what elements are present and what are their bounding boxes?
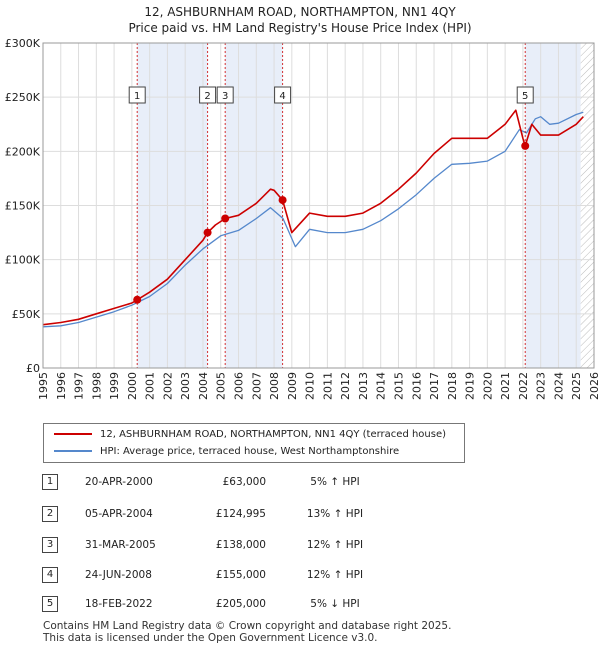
table-row: 3 31-MAR-2005 £138,000 12% ↑ HPI (0, 537, 600, 553)
x-tick-label: 2023 (535, 372, 548, 400)
sale-label-box (216, 86, 234, 104)
x-tick-label: 2004 (197, 372, 210, 400)
x-tick-label: 2006 (233, 372, 246, 400)
transaction-hpi: 13% ↑ HPI (306, 508, 364, 520)
x-tick-label: 2011 (321, 372, 334, 400)
x-tick-label: 2009 (286, 372, 299, 400)
y-tick-label: £0 (26, 362, 40, 375)
chart-title-block: 12, ASHBURNHAM ROAD, NORTHAMPTON, NN1 4Q… (0, 4, 600, 36)
transaction-price: £155,000 (215, 569, 266, 581)
transaction-number: 4 (42, 567, 58, 583)
footer-license: This data is licensed under the Open Gov… (43, 632, 378, 644)
transaction-price: £205,000 (215, 598, 266, 610)
x-tick-label: 2012 (339, 372, 352, 400)
x-tick-label: 2010 (304, 372, 317, 400)
sale-label: 5 (522, 91, 528, 102)
sale-point (203, 228, 212, 237)
series-line-property (42, 109, 584, 326)
table-row: 5 18-FEB-2022 £205,000 5% ↓ HPI (0, 596, 600, 612)
transaction-date: 18-FEB-2022 (85, 598, 153, 610)
legend-item-hpi: HPI: Average price, terraced house, West… (54, 445, 399, 459)
sale-label: 1 (134, 91, 140, 102)
x-tick-label: 2007 (250, 372, 263, 400)
table-row: 4 24-JUN-2008 £155,000 12% ↑ HPI (0, 567, 600, 583)
transaction-date: 31-MAR-2005 (85, 539, 156, 551)
y-tick-label: £250K (5, 91, 41, 104)
sale-point (133, 295, 142, 304)
sale-label-box (128, 86, 146, 104)
transaction-hpi: 5% ↓ HPI (310, 598, 360, 610)
transaction-hpi: 5% ↑ HPI (310, 476, 360, 488)
transaction-number: 1 (42, 474, 58, 490)
footer-copyright: Contains HM Land Registry data © Crown c… (43, 620, 452, 632)
y-tick-label: £100K (5, 254, 41, 267)
y-tick-label: £50K (12, 308, 41, 321)
x-tick-label: 1995 (37, 372, 50, 400)
x-tick-label: 2015 (392, 372, 405, 400)
footer: Contains HM Land Registry data © Crown c… (43, 620, 451, 644)
x-tick-label: 2000 (126, 372, 139, 400)
chart-legend: 12, ASHBURNHAM ROAD, NORTHAMPTON, NN1 4Q… (43, 423, 465, 463)
x-tick-label: 2002 (161, 372, 174, 400)
x-tick-label: 2016 (410, 372, 423, 400)
sale-point (278, 196, 287, 205)
x-tick-label: 2020 (481, 372, 494, 400)
chart-title: 12, ASHBURNHAM ROAD, NORTHAMPTON, NN1 4Q… (144, 5, 456, 19)
x-tick-label: 2025 (570, 372, 583, 400)
legend-line-hpi (54, 450, 92, 452)
sale-label-box (274, 86, 292, 104)
x-tick-label: 2017 (428, 372, 441, 400)
x-tick-label: 2013 (357, 372, 370, 400)
price-chart: 1 2 3 4 5 £0 £50K £100K £150K £200K £250K £300K 199… (5, 37, 600, 400)
x-tick-label: 1999 (108, 372, 121, 400)
x-tick-label: 2008 (268, 372, 281, 400)
sale-label-box (199, 86, 217, 104)
transaction-number: 3 (42, 537, 58, 553)
transaction-price: £63,000 (222, 476, 266, 488)
x-tick-label: 1996 (55, 372, 68, 400)
x-tick-label: 2021 (499, 372, 512, 400)
sale-label: 4 (279, 91, 285, 102)
transaction-number: 2 (42, 506, 58, 522)
plot-border (42, 42, 595, 369)
transaction-price: £124,995 (215, 508, 266, 520)
transaction-number: 5 (42, 596, 58, 612)
x-tick-label: 1998 (90, 372, 103, 400)
chart-subtitle: Price paid vs. HM Land Registry's House … (128, 21, 472, 35)
y-tick-label: £200K (5, 145, 41, 158)
y-tick-label: £300K (5, 37, 41, 50)
sale-point (521, 141, 530, 150)
legend-label-property: 12, ASHBURNHAM ROAD, NORTHAMPTON, NN1 4Q… (100, 429, 447, 440)
sale-label-box (516, 86, 534, 104)
series-line-hpi (42, 111, 584, 328)
x-tick-label: 2005 (215, 372, 228, 400)
table-row: 2 05-APR-2004 £124,995 13% ↑ HPI (0, 506, 600, 522)
transaction-hpi: 12% ↑ HPI (306, 539, 364, 551)
legend-label-hpi: HPI: Average price, terraced house, West… (100, 446, 400, 457)
x-tick-label: 2019 (464, 372, 477, 400)
x-tick-label: 2003 (179, 372, 192, 400)
sale-point (221, 214, 230, 223)
table-row: 1 20-APR-2000 £63,000 5% ↑ HPI (0, 474, 600, 490)
x-tick-label: 2001 (144, 372, 157, 400)
x-tick-label: 2024 (552, 372, 565, 400)
legend-item-property: 12, ASHBURNHAM ROAD, NORTHAMPTON, NN1 4Q… (54, 428, 446, 442)
transaction-date: 24-JUN-2008 (85, 569, 152, 581)
transaction-hpi: 12% ↑ HPI (306, 569, 364, 581)
transaction-price: £138,000 (215, 539, 266, 551)
x-tick-label: 1997 (73, 372, 86, 400)
transaction-date: 05-APR-2004 (85, 508, 153, 520)
sale-label: 3 (222, 91, 228, 102)
legend-line-property (54, 433, 92, 435)
x-tick-label: 2014 (375, 372, 388, 400)
y-tick-label: £150K (5, 200, 41, 213)
transaction-date: 20-APR-2000 (85, 476, 153, 488)
x-tick-label: 2026 (588, 372, 600, 400)
sale-label: 2 (204, 91, 210, 102)
x-tick-label: 2018 (446, 372, 459, 400)
x-tick-label: 2022 (517, 372, 530, 400)
